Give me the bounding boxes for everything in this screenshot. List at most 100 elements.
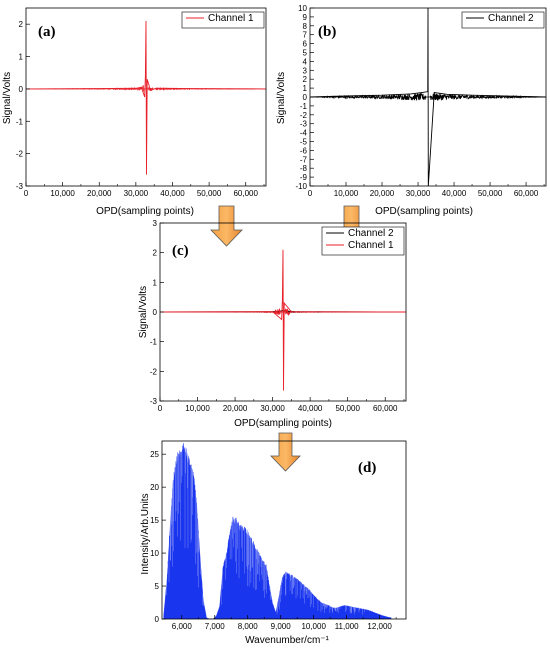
panel-a-y-axis: -3 -2 -1 0 1 2 xyxy=(16,20,30,191)
y-tick-label: 1 xyxy=(153,278,158,287)
y-tick-label: 20 xyxy=(150,483,159,492)
y-tick-label: 7 xyxy=(303,31,308,40)
panel-b-legend: Channel 2 xyxy=(461,11,545,29)
y-tick-label: 0 xyxy=(155,615,160,624)
panel-a-axes-frame xyxy=(25,7,267,187)
y-tick-label: -6 xyxy=(300,146,308,155)
panel-b-x-axis-label: OPD(sampling points) xyxy=(375,206,473,217)
y-tick-label: 25 xyxy=(150,450,159,459)
panel-a-y-axis-label: Signal/Volts xyxy=(2,72,13,124)
y-tick-label: -9 xyxy=(300,173,308,182)
panel-b-y-axis-label: Signal/Volts xyxy=(276,72,287,124)
y-tick-label: -10 xyxy=(295,182,307,191)
y-tick-label: 15 xyxy=(150,516,159,525)
x-tick-label: 50,000 xyxy=(335,404,360,413)
x-tick-label: 20,000 xyxy=(87,189,112,198)
y-tick-label: -3 xyxy=(16,182,24,191)
x-tick-label: 40,000 xyxy=(298,404,323,413)
panel-d-x-axis-label: Wavenumber/cm⁻¹ xyxy=(245,635,329,646)
y-tick-label: 1 xyxy=(19,53,24,62)
y-tick-label: 10 xyxy=(150,549,159,558)
x-tick-label: 11,000 xyxy=(335,622,359,631)
x-tick-label: 12,000 xyxy=(367,622,392,631)
x-tick-label: 30,000 xyxy=(124,189,149,198)
x-tick-label: 10,000 xyxy=(301,622,326,631)
arrow-c-to-d xyxy=(270,432,301,472)
legend-entry-label: Channel 1 xyxy=(348,240,394,251)
legend-entry-label: Channel 2 xyxy=(348,228,394,239)
panel-c-x-axis: 0 10,000 20,000 30,000 40,000 50,000 60,000 xyxy=(158,397,405,413)
x-tick-label: 0 xyxy=(308,189,313,198)
y-tick-label: -2 xyxy=(150,367,158,376)
x-tick-label: 30,000 xyxy=(406,189,431,198)
panel-d-x-axis: 6,000 7,000 8,000 9,000 10,000 11,000 12,000 xyxy=(172,615,397,631)
panel-c-y-axis: -3 -2 -1 0 1 2 3 xyxy=(150,219,164,406)
y-tick-label: 5 xyxy=(303,49,308,58)
x-tick-label: 60,000 xyxy=(514,189,539,198)
y-tick-label: -3 xyxy=(300,120,308,129)
y-tick-label: 0 xyxy=(303,93,308,102)
panel-a-plot-area xyxy=(26,20,266,175)
x-tick-label: 50,000 xyxy=(197,189,222,198)
panel-c-label: (c) xyxy=(172,243,189,259)
x-tick-label: 7,000 xyxy=(205,622,226,631)
y-tick-label: -7 xyxy=(300,155,308,164)
x-tick-label: 10,000 xyxy=(334,189,359,198)
x-tick-label: 10,000 xyxy=(50,189,75,198)
x-tick-label: 0 xyxy=(158,404,163,413)
y-tick-label: -4 xyxy=(300,129,308,138)
panel-c-plot-area xyxy=(160,249,406,391)
x-tick-label: 20,000 xyxy=(370,189,395,198)
panel-c-x-axis-label: OPD(sampling points) xyxy=(234,418,332,429)
x-tick-label: 8,000 xyxy=(238,622,259,631)
x-tick-label: 60,000 xyxy=(373,404,398,413)
panel-d-spectrum: 6,000 7,000 8,000 9,000 10,000 11,000 12,000 0… xyxy=(140,440,407,646)
panel-a-channel-1-interferogram: 0 10,000 20,000 30,000 40,000 50,000 60,000 -3… xyxy=(2,7,267,217)
y-tick-label: -3 xyxy=(150,397,158,406)
series-0 xyxy=(163,442,392,619)
series-0 xyxy=(310,8,546,186)
y-tick-label: 2 xyxy=(303,75,308,84)
panel-b-channel-2-interferogram: 0 10,000 20,000 30,000 40,000 50,000 60,000 -1… xyxy=(276,4,547,217)
y-tick-label: 3 xyxy=(303,66,308,75)
panel-a-legend: Channel 1 xyxy=(181,11,265,29)
y-tick-label: 4 xyxy=(303,57,308,66)
x-tick-label: 10,000 xyxy=(185,404,210,413)
panel-b-label: (b) xyxy=(318,24,336,40)
panel-d-y-axis-label: Intensity/Arb.Units xyxy=(140,493,151,574)
y-tick-label: 9 xyxy=(303,13,308,22)
legend-entry-label: Channel 2 xyxy=(488,13,534,24)
y-tick-label: 8 xyxy=(303,22,308,31)
x-tick-label: 6,000 xyxy=(172,622,193,631)
panel-b-axes-frame xyxy=(309,7,547,187)
legend-box xyxy=(461,11,545,29)
x-tick-label: 60,000 xyxy=(233,189,258,198)
trace-centerburst xyxy=(160,249,406,391)
panel-d-plot-area xyxy=(163,442,392,619)
arrow-a-to-c xyxy=(210,205,243,247)
panel-d-y-axis: 0 5 10 15 20 25 xyxy=(150,450,166,624)
y-tick-label: -1 xyxy=(300,102,308,111)
panel-c-combined-interferogram: 0 10,000 20,000 30,000 40,000 50,000 60,000 -3… xyxy=(138,219,407,429)
panel-a-label: (a) xyxy=(38,24,56,40)
y-tick-label: 2 xyxy=(19,20,24,29)
trace-centerburst xyxy=(26,20,266,175)
y-tick-label: 2 xyxy=(153,249,158,258)
legend-box xyxy=(321,226,405,256)
y-tick-label: -1 xyxy=(16,117,24,126)
panel-a-x-axis: 0 10,000 20,000 30,000 40,000 50,000 60,000 xyxy=(24,182,265,198)
series-0 xyxy=(26,20,266,175)
panel-a-x-axis-label: OPD(sampling points) xyxy=(96,206,194,217)
legend-entry-label: Channel 1 xyxy=(208,13,254,24)
panel-d-label: (d) xyxy=(358,460,376,476)
x-tick-label: 0 xyxy=(24,189,29,198)
y-tick-label: 10 xyxy=(298,4,307,13)
y-tick-label: 3 xyxy=(153,219,158,228)
x-tick-label: 50,000 xyxy=(478,189,503,198)
y-tick-label: -5 xyxy=(300,138,308,147)
panel-c-axes-frame xyxy=(159,222,407,402)
x-tick-label: 30,000 xyxy=(260,404,285,413)
